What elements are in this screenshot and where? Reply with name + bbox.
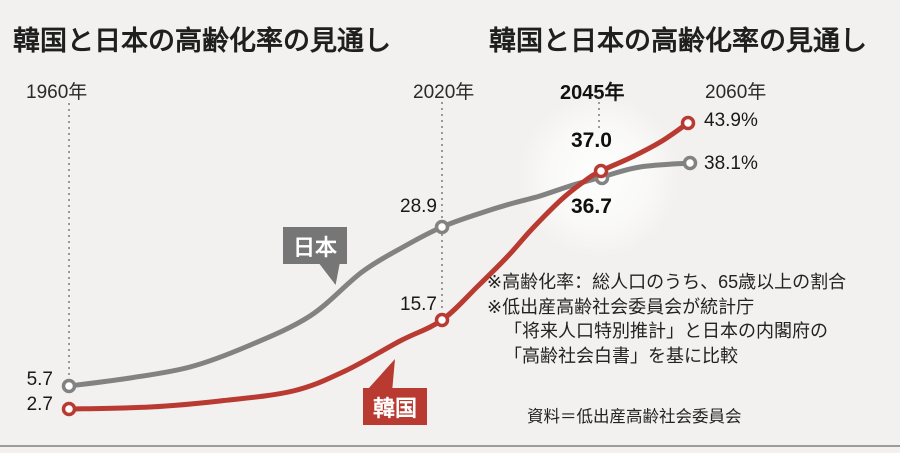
korea-series-tag-label: 韓国 bbox=[372, 395, 417, 421]
axis-label-2020: 2020年 bbox=[413, 82, 475, 103]
value-korea-1960: 2.7 bbox=[26, 394, 53, 415]
data-point-marker bbox=[593, 163, 609, 179]
japan-series-tag-label: 日本 bbox=[292, 234, 337, 260]
data-point-marker bbox=[61, 401, 77, 417]
value-japan-2045: 36.7 bbox=[571, 195, 612, 218]
chart-title-left: 韓国と日本の高齢化率の見通し bbox=[13, 26, 391, 56]
data-point-marker bbox=[680, 115, 696, 131]
japan-series-tag: 日本 bbox=[283, 227, 347, 285]
data-point-marker bbox=[61, 378, 77, 394]
footnote-line: 「将来人口特別推計」と日本の内閣府の bbox=[504, 321, 828, 341]
chart-title-right: 韓国と日本の高齢化率の見通し bbox=[489, 26, 867, 56]
value-korea-2020: 15.7 bbox=[400, 294, 437, 315]
data-point-marker bbox=[434, 219, 450, 235]
footnote-line: ※低出産高齢社会委員会が統計庁 bbox=[487, 296, 755, 317]
axis-label-1960: 1960年 bbox=[26, 82, 88, 103]
value-japan-2060: 38.1% bbox=[704, 153, 758, 174]
footnote-line: 「高齢社会白書」を基に比較 bbox=[504, 345, 738, 366]
footnotes-block: ※高齢化率：総人口のうち、65歳以上の割合 ※低出産高齢社会委員会が統計庁 「将… bbox=[487, 270, 846, 368]
value-japan-1960: 5.7 bbox=[26, 369, 53, 390]
data-point-marker bbox=[682, 155, 698, 171]
footnote-line: ※高齢化率：総人口のうち、65歳以上の割合 bbox=[487, 272, 847, 292]
korea-series-tag: 韓国 bbox=[363, 359, 427, 425]
value-japan-2020: 28.9 bbox=[400, 196, 437, 217]
source-credit: 資料＝低出産高齢社会委員会 bbox=[527, 408, 742, 426]
bottom-divider bbox=[0, 445, 900, 447]
axis-label-2060: 2060年 bbox=[705, 82, 767, 103]
data-point-marker bbox=[434, 312, 450, 328]
series-line bbox=[66, 120, 691, 412]
value-korea-2060: 43.9% bbox=[704, 110, 758, 131]
value-korea-2045: 37.0 bbox=[571, 129, 612, 152]
